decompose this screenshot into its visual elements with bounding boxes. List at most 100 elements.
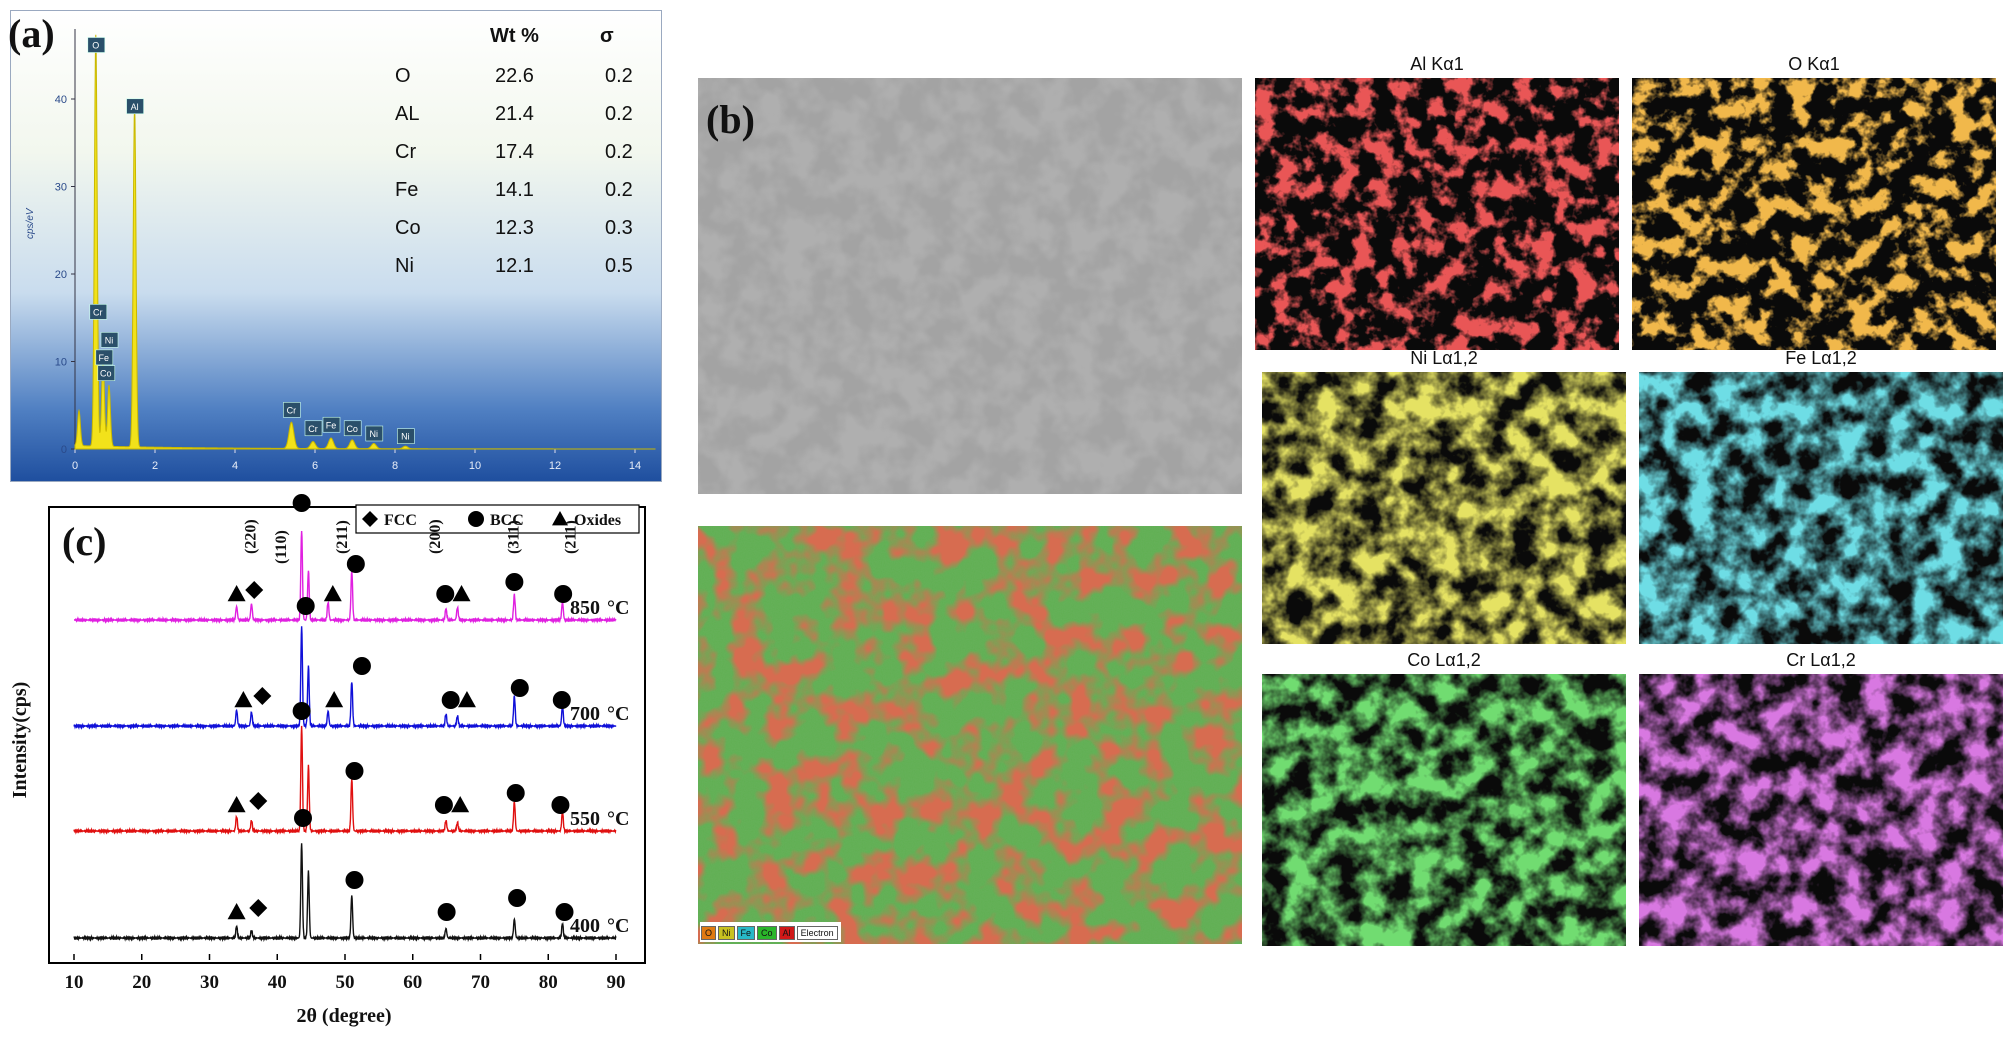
bcc-marker — [292, 702, 311, 720]
peak-label: Ni — [100, 332, 119, 348]
oxide-marker — [227, 585, 246, 602]
temperature-label: 550 — [570, 808, 600, 830]
temperature-unit: °C — [607, 808, 629, 830]
hkl-label: (311) — [505, 520, 522, 554]
peak-label: Co — [97, 365, 116, 381]
oxide-marker — [227, 796, 246, 813]
oxide-marker — [457, 691, 476, 708]
xrd-trace-850 — [74, 530, 617, 625]
peak-label-box — [97, 365, 116, 381]
x-tick-label: 40 — [268, 972, 287, 993]
x-tick-label: 8 — [392, 460, 398, 472]
table-cell: 0.5 — [605, 255, 633, 277]
element-name: Cr — [395, 141, 417, 163]
peak-label: Cr — [89, 304, 108, 320]
peak-label-box — [126, 98, 144, 115]
bcc-marker — [434, 796, 453, 814]
map-legend-chip: O — [701, 926, 717, 940]
element-name: Fe — [395, 179, 419, 201]
x-tick-label: 80 — [539, 972, 558, 993]
temperature-label: 850 — [570, 597, 600, 619]
oxide-marker — [323, 585, 342, 602]
peak-label-text: Co — [100, 369, 112, 379]
xrd-trace-700 — [73, 626, 617, 731]
peak-label-text: Cr — [308, 424, 318, 434]
xrd-plot-frame — [48, 506, 646, 964]
fcc-marker — [253, 687, 272, 705]
peak-label: Ni — [365, 425, 384, 442]
map-texture — [1262, 674, 1626, 946]
y-axis-label: cps/eV — [25, 207, 36, 239]
element-map-cr — [1639, 674, 2003, 946]
y-tick-label: 30 — [55, 182, 67, 194]
peak-label: Co — [343, 420, 362, 437]
x-tick-label: 70 — [471, 972, 490, 993]
map-texture — [1255, 78, 1619, 350]
peak-label-text: Fe — [99, 353, 110, 363]
temperature-unit: °C — [607, 703, 629, 725]
table-cell: 12.3 — [495, 217, 534, 239]
peak-label: Ni — [397, 428, 415, 444]
y-tick-label: 0 — [61, 444, 67, 456]
peak-label-box — [87, 37, 106, 53]
table-cell: 0.2 — [605, 103, 633, 125]
bcc-marker — [506, 784, 525, 802]
peak-label-text: Cr — [93, 307, 103, 317]
peak-label-text: Ni — [105, 335, 114, 345]
element-name: AL — [395, 103, 420, 125]
map-legend-chip: Co — [757, 926, 777, 940]
peak-label: O — [87, 37, 106, 53]
oxide-marker — [227, 903, 246, 920]
hkl-label: (200) — [427, 519, 444, 554]
bcc-marker — [296, 597, 315, 615]
table-cell: 17.4 — [495, 141, 534, 163]
peak-label: Cr — [283, 402, 301, 418]
element-name: Co — [395, 217, 421, 239]
temperature-label: 400 — [570, 915, 600, 937]
x-tick-label: 20 — [132, 972, 151, 993]
x-tick-label: 6 — [312, 460, 318, 472]
x-tick-label: 0 — [72, 460, 78, 472]
peak-label-box — [343, 420, 362, 437]
element-map-o — [1632, 78, 1996, 350]
layered-map-texture — [698, 526, 1242, 944]
peak-label-box — [322, 416, 341, 433]
map-legend: O Ni Fe Co Al Electron — [700, 922, 841, 942]
xrd-legend-box — [355, 504, 640, 534]
x-axis-label: 2θ (degree) — [296, 1005, 391, 1027]
x-tick-label: 50 — [336, 972, 355, 993]
bcc-marker — [510, 679, 529, 697]
fcc-marker — [249, 899, 268, 917]
peak-label: Cr — [304, 420, 323, 437]
table-cell: 0.2 — [605, 179, 633, 201]
fcc-marker — [362, 511, 378, 527]
map-title: Fe Lα1,2 — [1785, 348, 1857, 368]
table-header: Wt % — [490, 25, 539, 47]
map-texture — [1632, 78, 1996, 350]
peak-label-box — [304, 420, 323, 437]
peak-label: Fe — [322, 416, 341, 433]
bcc-marker — [441, 691, 460, 709]
layered-eds-map: O Ni Fe Co Al Electron — [698, 526, 1242, 944]
x-tick-label: 12 — [549, 460, 561, 472]
map-title: O Kα1 — [1788, 54, 1840, 74]
peak-label-box — [283, 402, 301, 418]
map-title: Cr Lα1,2 — [1786, 650, 1856, 670]
xrd-trace-550 — [73, 725, 617, 836]
bcc-marker — [552, 691, 571, 709]
oxide-marker — [234, 691, 253, 708]
fcc-marker — [249, 792, 268, 810]
panel-b-label: (b) — [706, 97, 755, 142]
peak-label-box — [100, 332, 119, 348]
x-tick-label: 60 — [403, 972, 422, 993]
panel-a-label: (a) — [8, 11, 55, 56]
peak-label: Al — [126, 98, 144, 115]
hkl-label: (220) — [243, 519, 260, 554]
element-name: Ni — [395, 255, 414, 277]
y-tick-label: 10 — [55, 357, 67, 369]
eds-spectrum-panel: 0 10 20 30 40 0 2 4 6 8 10 12 14 cps/eV O Al Cr Ni Fe Co Cr C… — [10, 10, 662, 482]
element-map-co — [1262, 674, 1626, 946]
peak-label-box — [397, 428, 415, 444]
y-axis-label: Intensity(cps) — [9, 682, 31, 799]
peak-label-box — [365, 425, 384, 442]
